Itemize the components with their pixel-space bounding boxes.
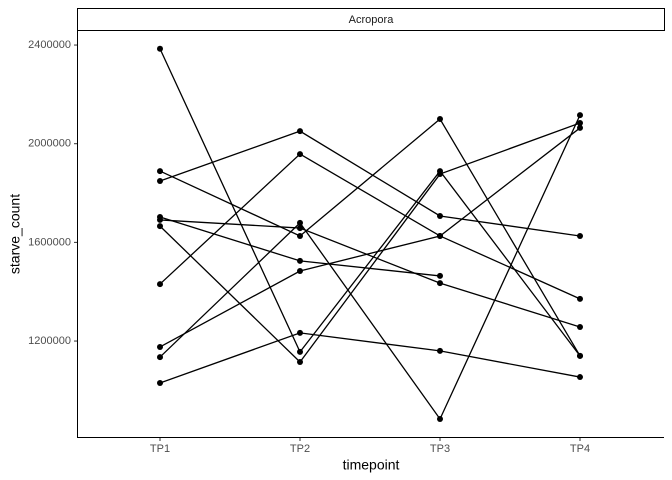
x-tick-label: TP2 — [290, 443, 310, 455]
point — [577, 124, 583, 131]
series-line — [159, 48, 581, 357]
series-line — [159, 118, 581, 357]
x-tick-label: TP4 — [570, 443, 590, 455]
point — [437, 347, 443, 354]
point — [577, 323, 583, 330]
point — [297, 267, 303, 274]
point — [157, 223, 163, 230]
point — [577, 119, 583, 126]
point — [297, 257, 303, 264]
point — [157, 216, 163, 223]
point — [157, 168, 163, 175]
point — [437, 116, 443, 123]
series-line — [159, 130, 581, 237]
point — [437, 415, 443, 422]
x-axis-title: timepoint — [343, 457, 400, 473]
point — [297, 359, 303, 366]
y-tick-label: 1200000 — [28, 335, 71, 347]
series-line — [159, 332, 581, 384]
point — [297, 219, 303, 226]
series-line — [159, 122, 581, 363]
point — [157, 45, 163, 52]
series-line — [159, 114, 581, 421]
y-tick-label: 2000000 — [28, 138, 71, 150]
x-tick-label: TP1 — [150, 443, 170, 455]
series-line — [159, 219, 581, 328]
y-axis-title: starve_count — [7, 194, 23, 274]
point — [577, 112, 583, 119]
x-tick-label: TP3 — [430, 443, 450, 455]
strip-label: Acropora — [349, 14, 395, 26]
point — [437, 212, 443, 219]
point — [297, 128, 303, 135]
point — [297, 348, 303, 355]
point — [577, 352, 583, 359]
y-tick-label: 1600000 — [28, 236, 71, 248]
point — [297, 232, 303, 239]
point — [157, 354, 163, 361]
y-tick-label: 2400000 — [28, 39, 71, 51]
point — [297, 329, 303, 336]
point — [437, 232, 443, 239]
point — [437, 171, 443, 178]
point — [157, 379, 163, 386]
point — [157, 343, 163, 350]
point — [577, 295, 583, 302]
point — [437, 272, 443, 279]
series-line — [159, 127, 581, 348]
facet-strip — [77, 8, 665, 31]
point — [157, 281, 163, 288]
point — [157, 177, 163, 184]
point — [577, 374, 583, 381]
point — [577, 232, 583, 239]
point — [297, 225, 303, 232]
point — [297, 151, 303, 158]
point — [437, 280, 443, 287]
